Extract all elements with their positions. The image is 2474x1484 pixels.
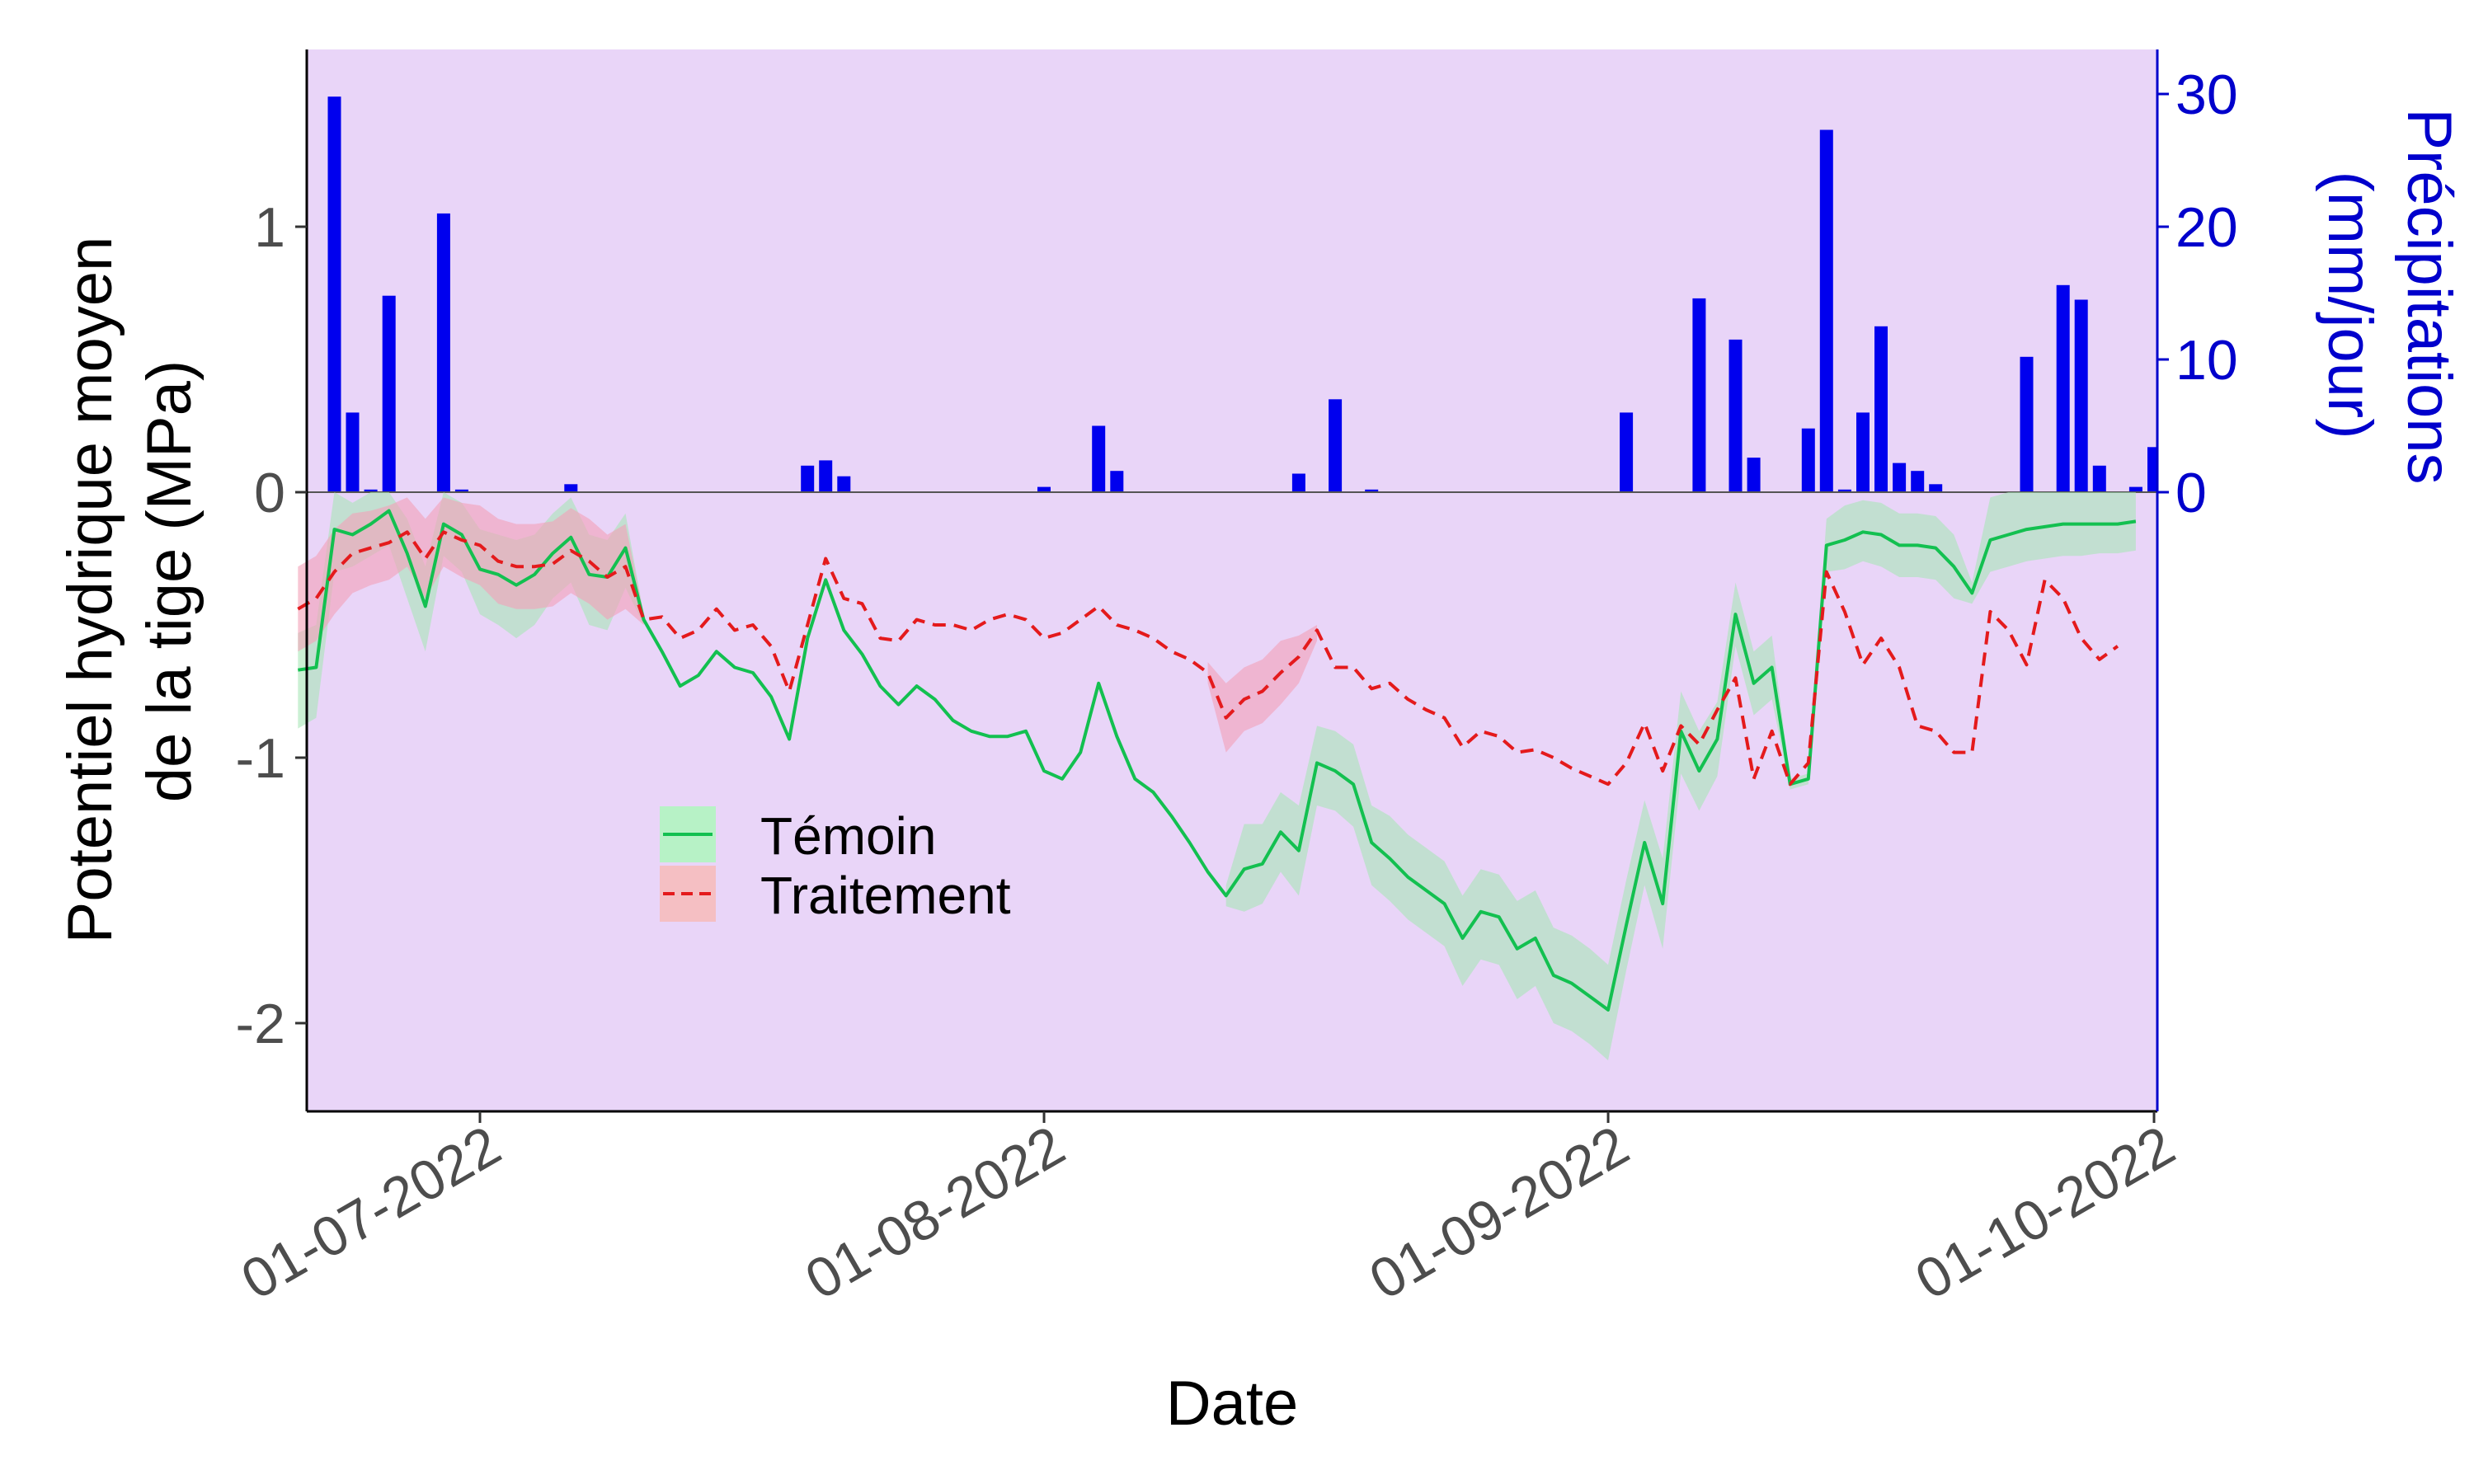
precipitation-bar-2022-09-15	[1856, 412, 1870, 492]
y2-axis-title: Précipitations (mm/jour)	[2315, 108, 2464, 501]
precipitation-bar-2022-07-21	[837, 476, 851, 492]
y2-tick-label: 10	[2175, 329, 2238, 392]
legend: Témoin Traitement	[660, 806, 1011, 925]
y-tick-label: -2	[236, 993, 285, 1055]
y2-axis-ticks: 0 10 20 30	[2157, 63, 2238, 524]
precipitation-bar-2022-09-08	[1729, 339, 1743, 492]
y-axis-title-line-1: Potentiel hydrique moyen	[55, 237, 125, 944]
precipitation-bar-2022-09-28	[2092, 465, 2106, 492]
precipitation-bar-2022-09-13	[1819, 129, 1833, 492]
series-lines	[297, 509, 2137, 1012]
y2-tick-label: 0	[2175, 462, 2207, 524]
precipitation-bar-2022-08-05	[1110, 471, 1124, 492]
x-axis-title: Date	[1166, 1369, 1299, 1439]
y-axis-title-line-2: de la tige (MPa)	[134, 360, 205, 802]
band-traitement-2	[1207, 625, 1317, 753]
precipitation-bar-2022-08-15	[1291, 473, 1305, 492]
precipitation-bar-2022-07-20	[819, 460, 833, 492]
precipitation-bar-2022-09-17	[1893, 463, 1907, 492]
precipitation-bar-2022-07-19	[801, 465, 815, 492]
x-axis-ticks: 01-07-2022 01-08-2022 01-09-2022 01-10-2022	[231, 1111, 2185, 1312]
precipitation-bar-2022-09-14	[1837, 489, 1851, 492]
precipitation-bar-2022-06-24	[346, 412, 360, 492]
y2-axis-title-line-1: Précipitations	[2394, 108, 2464, 484]
precipitation-bar-2022-08-01	[1037, 486, 1051, 492]
precipitation-bar-2022-09-26	[2056, 284, 2070, 492]
precipitation-bar-2022-08-04	[1092, 425, 1106, 492]
y-tick-label: 0	[254, 462, 285, 524]
precipitation-bar-2022-06-30	[454, 489, 468, 492]
precipitation-bar-2022-08-19	[1365, 489, 1379, 492]
precipitation-bar-2022-06-26	[382, 295, 396, 492]
precipitation-bar-2022-07-06	[564, 484, 578, 492]
y-axis-title: Potentiel hydrique moyen de la tige (MPa…	[55, 219, 205, 944]
precipitation-bar-2022-09-24	[2020, 356, 2034, 492]
precipitation-bar-2022-06-25	[364, 489, 378, 492]
precipitation-bar-2022-09-16	[1874, 326, 1888, 493]
x-tick-label: 01-08-2022	[795, 1114, 1075, 1312]
precipitation-bar-2022-08-17	[1329, 399, 1343, 492]
y-tick-label: 1	[254, 196, 285, 259]
precipitation-bar-2022-09-02	[1620, 412, 1634, 492]
precipitation-bar-2022-09-06	[1692, 298, 1706, 492]
precipitation-bar-2022-10-01	[2147, 447, 2157, 492]
precipitation-bar-2022-09-12	[1801, 428, 1815, 492]
precipitation-bar-2022-09-18	[1911, 471, 1925, 492]
series-line-temoin	[298, 509, 2137, 1012]
y2-axis-title-line-2: (mm/jour)	[2315, 171, 2385, 439]
precipitation-bar-2022-09-19	[1929, 484, 1943, 492]
x-tick-label: 01-09-2022	[1359, 1114, 1639, 1312]
series-line-traitement	[297, 530, 2119, 787]
legend-label-traitement: Traitement	[760, 866, 1011, 925]
x-tick-label: 01-10-2022	[1905, 1114, 2185, 1312]
precipitation-bar-2022-09-30	[2128, 486, 2142, 492]
y-axis-ticks: 1 0 -1 -2	[236, 196, 307, 1055]
precipitation-bar-2022-09-27	[2074, 299, 2088, 492]
x-tick-label: 01-07-2022	[231, 1114, 510, 1312]
y2-tick-label: 20	[2175, 196, 2238, 259]
precipitation-bars	[327, 96, 2157, 493]
precipitation-bar-2022-09-09	[1747, 458, 1761, 492]
y-tick-label: -1	[236, 727, 285, 790]
precipitation-bar-2022-06-23	[327, 96, 341, 492]
legend-label-temoin: Témoin	[760, 806, 936, 866]
y2-tick-label: 30	[2175, 63, 2238, 126]
band-traitement-1	[298, 497, 644, 652]
precipitation-bar-2022-06-29	[436, 213, 450, 492]
